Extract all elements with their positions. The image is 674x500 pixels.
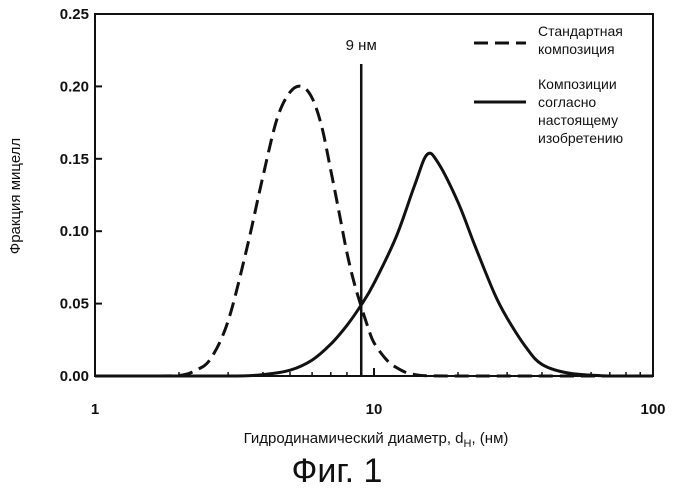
plot-frame [94, 13, 654, 377]
y-axis-title: Фракция мицелл [7, 138, 24, 254]
x-axis-title: Гидродинамический диаметр, dH, (нм) [244, 430, 509, 450]
legend-label-invention: настоящему [538, 112, 618, 128]
series-line-standard [95, 84, 653, 378]
legend-label-invention: Композиции [538, 76, 617, 92]
y-tick-label: 0.15 [60, 151, 89, 168]
y-tick-label: 0.00 [60, 368, 89, 385]
annotation: 9 нм [346, 37, 377, 376]
plot-area [95, 84, 653, 378]
x-tick-label: 100 [640, 401, 665, 418]
legend-label-invention: изобретению [538, 130, 623, 146]
x-axis-title-suffix: , (нм) [471, 430, 508, 447]
x-tick-label: 1 [91, 401, 99, 418]
y-tick-label: 0.20 [60, 78, 89, 95]
x-axis-title-main: Гидродинамический диаметр, d [244, 430, 464, 447]
annotation-label: 9 нм [346, 37, 377, 54]
legend: Стандартная композиция Композиции согласно н… [474, 23, 623, 146]
figure-caption: Фиг. 1 [291, 452, 383, 490]
legend-label-invention: согласно [538, 94, 596, 110]
y-tick-label: 0.10 [60, 223, 89, 240]
x-tick-label: 10 [366, 401, 383, 418]
legend-label-standard: композиция [538, 41, 615, 57]
y-tick-label: 0.25 [60, 6, 89, 23]
axes: 0.00 0.05 0.10 0.15 0.20 0.25 1 10 100 [60, 6, 666, 418]
y-tick-label: 0.05 [60, 296, 89, 313]
x-axis-title-subscript: H [464, 438, 472, 450]
legend-label-standard: Стандартная [538, 23, 623, 39]
series-line-invention [95, 151, 653, 378]
chart: 0.00 0.05 0.10 0.15 0.20 0.25 1 10 100 9 нм Стан… [7, 6, 666, 450]
